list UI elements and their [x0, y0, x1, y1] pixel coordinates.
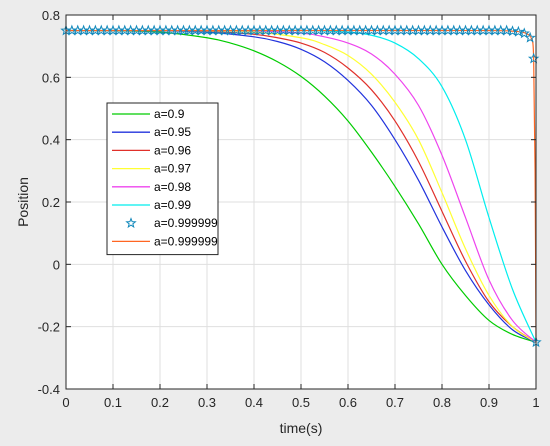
legend-item: a=0.999999: [112, 234, 218, 248]
legend-item: a=0.98: [112, 180, 191, 194]
x-tick-label: 1: [532, 395, 539, 410]
x-tick-label: 0.7: [386, 395, 404, 410]
x-tick-label: 0.9: [480, 395, 498, 410]
legend-label: a=0.9: [154, 107, 185, 121]
y-tick-label: 0.4: [42, 133, 60, 148]
data-point: [518, 27, 530, 39]
x-tick-label: 0.5: [292, 395, 310, 410]
x-tick-labels: 0 0.1 0.2 0.3 0.4 0.5 0.6 0.7 0.8 0.9 1: [62, 395, 539, 410]
legend-box: [106, 102, 219, 256]
series-line-0: [65, 29, 537, 343]
legend-marker: [125, 217, 137, 229]
x-tick-label: 0: [62, 395, 69, 410]
data-point: [512, 25, 525, 37]
legend-item: a=0.999999: [125, 216, 218, 230]
legend-item: a=0.96: [112, 143, 191, 157]
legend-label: a=0.98: [154, 180, 191, 194]
y-tick-label: 0.8: [42, 8, 60, 23]
x-axis-label: time(s): [280, 420, 323, 436]
legend-label: a=0.999999: [154, 234, 218, 248]
legend-label: a=0.97: [154, 162, 191, 176]
y-tick-label: -0.4: [38, 382, 60, 397]
legend: a=0.9 a=0.95 a=0.96 a=0.97 a=0.98 a=0.99 a=0.9…: [106, 102, 219, 256]
y-tick-label: 0.6: [42, 70, 60, 85]
legend-item: a=0.99: [112, 198, 191, 212]
x-tick-label: 0.1: [104, 395, 122, 410]
x-tick-label: 0.4: [245, 395, 263, 410]
legend-item: a=0.97: [112, 162, 191, 176]
y-tick-label: -0.2: [38, 320, 60, 335]
series-markers-6: [60, 24, 542, 348]
legend-label: a=0.99: [154, 198, 191, 212]
data-point: [527, 52, 540, 64]
y-tick-label: 0: [53, 257, 60, 272]
y-tick-labels: -0.4 -0.2 0 0.2 0.4 0.6 0.8: [38, 8, 60, 397]
legend-label: a=0.95: [154, 125, 191, 139]
data-point: [500, 24, 513, 36]
x-tick-label: 0.3: [198, 395, 216, 410]
legend-item: a=0.9: [112, 107, 185, 121]
data-point: [524, 31, 536, 43]
legend-label: a=0.999999: [154, 216, 218, 230]
legend-item: a=0.95: [112, 125, 191, 139]
ticks: [65, 14, 537, 390]
x-tick-label: 0.6: [339, 395, 357, 410]
x-tick-label: 0.8: [433, 395, 451, 410]
y-tick-label: 0.2: [42, 195, 60, 210]
series-layer: [60, 24, 542, 348]
data-point: [506, 25, 519, 37]
legend-label: a=0.96: [154, 143, 191, 157]
x-tick-label: 0.2: [151, 395, 169, 410]
y-axis-label: Position: [15, 177, 31, 227]
